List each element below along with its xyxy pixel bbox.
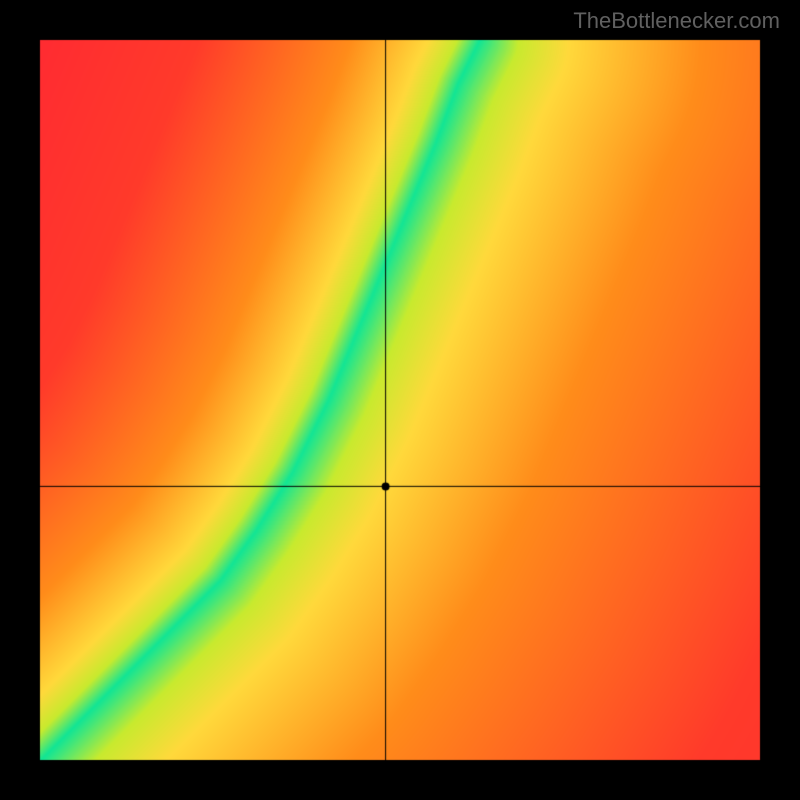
heatmap-canvas <box>0 0 800 800</box>
chart-container: TheBottlenecker.com <box>0 0 800 800</box>
watermark-text: TheBottlenecker.com <box>573 8 780 34</box>
